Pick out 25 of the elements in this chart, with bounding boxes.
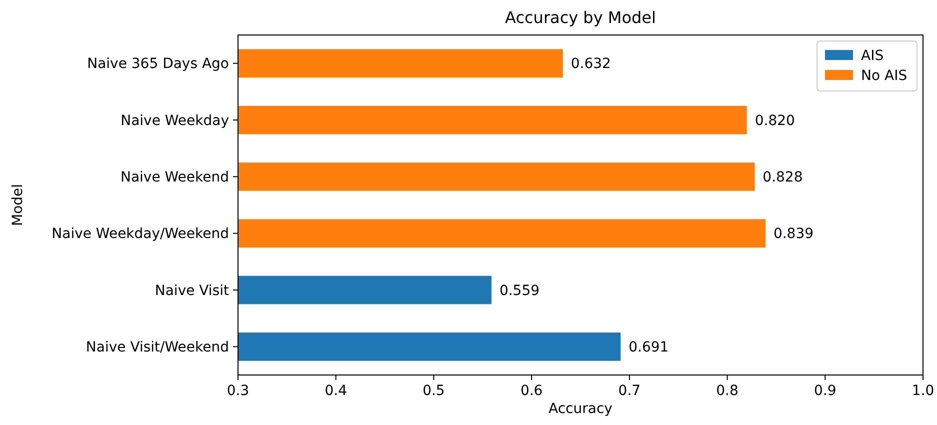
x-tick-label: 0.8 (716, 383, 738, 399)
data-label: 0.632 (570, 56, 611, 72)
data-label: 0.839 (773, 226, 814, 242)
x-tick-label: 1.0 (912, 383, 934, 399)
y-axis-title: Model (10, 184, 26, 226)
data-label: 0.691 (628, 340, 669, 356)
data-label: 0.820 (754, 112, 795, 129)
x-tick-label: 0.7 (618, 383, 641, 399)
x-tick-label: 0.4 (324, 383, 348, 399)
y-tick-label: Naive Visit (154, 282, 230, 299)
y-tick-label: Naive 365 Days Ago (87, 56, 229, 72)
x-tick-label: 0.5 (422, 383, 445, 399)
x-tick-label: 0.9 (814, 383, 836, 399)
data-label: 0.559 (499, 282, 540, 299)
y-tick-label: Naive Visit/Weekend (86, 340, 229, 356)
x-tick-label: 0.3 (226, 383, 250, 399)
x-tick-label: 0.6 (520, 383, 543, 399)
y-tick-label: Naive Weekday/Weekend (52, 226, 229, 242)
data-label: 0.828 (762, 170, 803, 186)
chart-title: Accuracy by Model (505, 8, 656, 27)
y-tick-label: Naive Weekend (120, 170, 229, 186)
legend-label: No AIS (861, 68, 908, 84)
y-tick-label: Naive Weekday (120, 112, 229, 129)
legend-label: AIS (861, 48, 884, 64)
x-axis-title: Accuracy (548, 401, 612, 417)
